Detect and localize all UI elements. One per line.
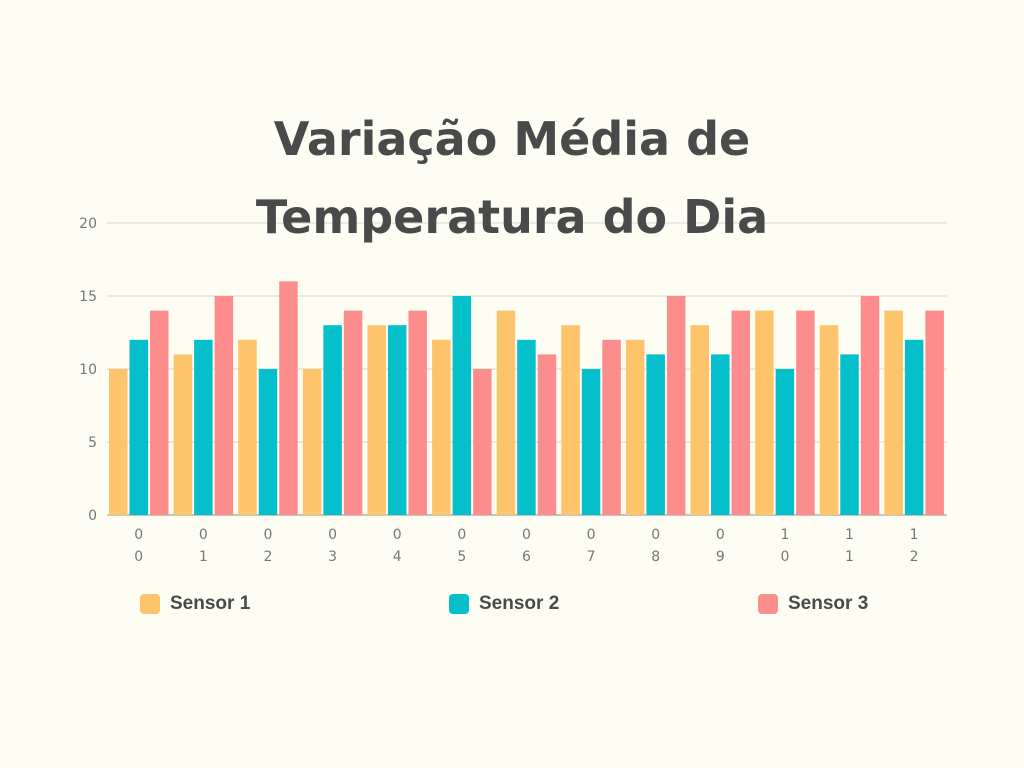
bar-sensor-1-02 (238, 339, 257, 515)
bar-sensor-3-03 (343, 310, 363, 515)
y-tick-label: 0 (88, 508, 97, 524)
bar-sensor-2-04 (387, 325, 407, 515)
x-tick-char: 8 (651, 549, 660, 565)
bar-sensor-2-01 (194, 339, 213, 515)
legend-label-sensor-1: Sensor 1 (170, 593, 251, 614)
x-tick-char: 1 (199, 549, 208, 565)
legend-label-sensor-2: Sensor 2 (479, 593, 560, 614)
y-tick-label: 20 (79, 216, 97, 232)
bar-sensor-3-02 (279, 281, 298, 515)
legend-swatch-sensor-1 (140, 594, 160, 614)
bar-sensor-2-03 (323, 325, 342, 515)
bar-sensor-1-09 (690, 325, 710, 515)
bar-sensor-1-07 (561, 325, 580, 515)
x-tick-char: 1 (780, 527, 789, 543)
y-tick-label: 15 (79, 289, 97, 305)
legend-swatch-sensor-2 (449, 594, 469, 614)
bar-sensor-1-00 (109, 369, 128, 515)
bar-sensor-2-02 (258, 369, 278, 515)
legend-swatch-sensor-3 (758, 594, 778, 614)
x-tick-char: 7 (587, 549, 596, 565)
bar-sensor-3-01 (214, 296, 234, 515)
x-tick-char: 1 (910, 527, 919, 543)
x-tick-char: 1 (845, 549, 854, 565)
bar-sensor-1-01 (173, 354, 193, 515)
x-tick-char: 9 (716, 549, 725, 565)
bar-sensor-2-11 (840, 354, 859, 515)
bar-sensor-3-12 (925, 310, 944, 515)
bar-sensor-3-10 (796, 310, 815, 515)
x-tick-char: 0 (134, 549, 143, 565)
bar-sensor-1-04 (367, 325, 386, 515)
legend-item-sensor-2: Sensor 2 (449, 592, 559, 616)
x-tick-char: 5 (457, 549, 466, 565)
y-tick-label: 10 (79, 362, 97, 378)
bar-sensor-3-08 (666, 296, 686, 515)
x-tick-char: 0 (457, 527, 466, 543)
bar-sensor-2-05 (452, 296, 472, 515)
bar-sensor-3-07 (602, 339, 621, 515)
legend-label-sensor-3: Sensor 3 (788, 593, 869, 614)
x-tick-char: 0 (393, 527, 402, 543)
bar-sensor-1-06 (496, 310, 516, 515)
x-tick-char: 0 (716, 527, 725, 543)
x-tick-char: 6 (522, 549, 531, 565)
x-tick-char: 4 (393, 549, 402, 565)
bar-sensor-2-00 (129, 339, 148, 515)
x-tick-char: 0 (199, 527, 208, 543)
x-tick-char: 0 (134, 527, 143, 543)
y-tick-label: 5 (88, 435, 97, 451)
bar-sensor-3-00 (150, 310, 169, 515)
bar-sensor-1-03 (302, 369, 322, 515)
legend-item-sensor-1: Sensor 1 (140, 592, 250, 616)
bar-sensor-2-07 (581, 369, 601, 515)
bar-sensor-1-08 (625, 339, 645, 515)
chart-title: Variação Média de Temperatura do Dia (255, 112, 769, 244)
bar-sensor-3-11 (860, 296, 880, 515)
x-tick-char: 3 (328, 549, 337, 565)
bar-sensor-2-12 (904, 339, 924, 515)
bar-sensor-3-06 (537, 354, 557, 515)
bar-sensor-1-12 (884, 310, 903, 515)
x-tick-char: 1 (845, 527, 854, 543)
bar-sensor-3-04 (408, 310, 427, 515)
bar-sensor-2-10 (775, 369, 795, 515)
bar-sensor-2-08 (646, 354, 665, 515)
bar-sensor-2-09 (711, 354, 730, 515)
bar-sensor-1-11 (819, 325, 839, 515)
legend-item-sensor-3: Sensor 3 (758, 592, 868, 616)
bar-sensor-1-10 (755, 310, 774, 515)
bar-sensor-3-09 (731, 310, 751, 515)
x-tick-char: 0 (522, 527, 531, 543)
x-tick-char: 2 (910, 549, 919, 565)
bar-sensor-3-05 (473, 369, 492, 515)
x-tick-char: 0 (780, 549, 789, 565)
x-tick-char: 0 (328, 527, 337, 543)
x-tick-char: 0 (587, 527, 596, 543)
x-tick-char: 2 (264, 549, 273, 565)
bar-sensor-2-06 (517, 339, 536, 515)
x-tick-char: 0 (264, 527, 273, 543)
bar-sensor-1-05 (432, 339, 451, 515)
x-tick-char: 0 (651, 527, 660, 543)
